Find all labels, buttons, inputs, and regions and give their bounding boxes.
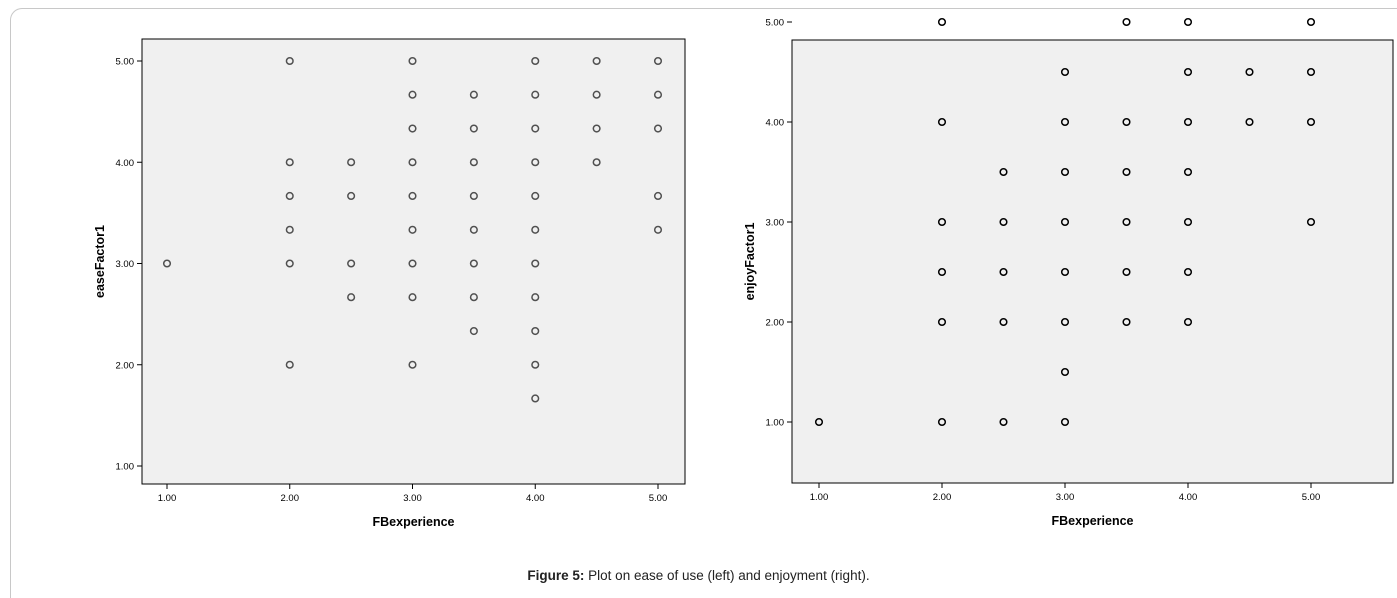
enjoy-y-axis-label: enjoyFactor1 xyxy=(743,223,757,301)
ease-y-tick-label: 4.00 xyxy=(116,158,135,169)
enjoy-y-tick-label: 2.00 xyxy=(766,318,785,329)
ease-plot-area xyxy=(142,39,685,484)
enjoy-data-point xyxy=(1308,19,1315,26)
ease-y-tick-label: 5.00 xyxy=(116,57,135,68)
enjoy-x-tick-label: 4.00 xyxy=(1179,492,1198,503)
enjoy-scatter-plot: 1.00 2.00 3.00 4.00 5.00 1.00 2.00 3.00 4.00 5.00… xyxy=(690,0,1397,560)
enjoy-x-tick-label: 1.00 xyxy=(810,492,829,503)
ease-scatter-plot: 1.00 2.00 3.00 4.00 5.00 1.00 2.00 3.00 4.00 5.00… xyxy=(0,0,690,560)
enjoy-y-tick-label: 3.00 xyxy=(766,218,785,229)
ease-x-tick-label: 3.00 xyxy=(403,493,422,504)
caption-text: Plot on ease of use (left) and enjoyment… xyxy=(584,568,869,583)
ease-y-tick-label: 2.00 xyxy=(116,360,135,371)
ease-x-tick-label: 2.00 xyxy=(281,493,300,504)
enjoy-y-tick-label: 4.00 xyxy=(766,118,785,129)
enjoy-x-tick-label: 3.00 xyxy=(1056,492,1075,503)
enjoy-data-point xyxy=(939,19,946,26)
figure-caption: Figure 5: Plot on ease of use (left) and… xyxy=(0,568,1397,583)
enjoy-x-tick-label: 5.00 xyxy=(1302,492,1321,503)
enjoy-y-tick-label: 5.00 xyxy=(766,18,785,29)
ease-x-tick-label: 5.00 xyxy=(649,493,668,504)
caption-label: Figure 5: xyxy=(527,568,584,583)
enjoy-data-point xyxy=(1123,19,1130,26)
enjoy-x-tick-label: 2.00 xyxy=(933,492,952,503)
enjoy-plot-area xyxy=(792,40,1393,483)
ease-x-tick-label: 1.00 xyxy=(158,493,177,504)
ease-x-tick-label: 4.00 xyxy=(526,493,545,504)
ease-y-axis-label: easeFactor1 xyxy=(93,225,107,298)
ease-y-tick-label: 3.00 xyxy=(116,259,135,270)
ease-x-axis-label: FBexperience xyxy=(373,515,455,529)
ease-y-tick-label: 1.00 xyxy=(116,462,135,473)
enjoy-y-tick-label: 1.00 xyxy=(766,418,785,429)
enjoy-data-point xyxy=(1185,19,1192,26)
enjoy-x-axis-label: FBexperience xyxy=(1052,514,1134,528)
